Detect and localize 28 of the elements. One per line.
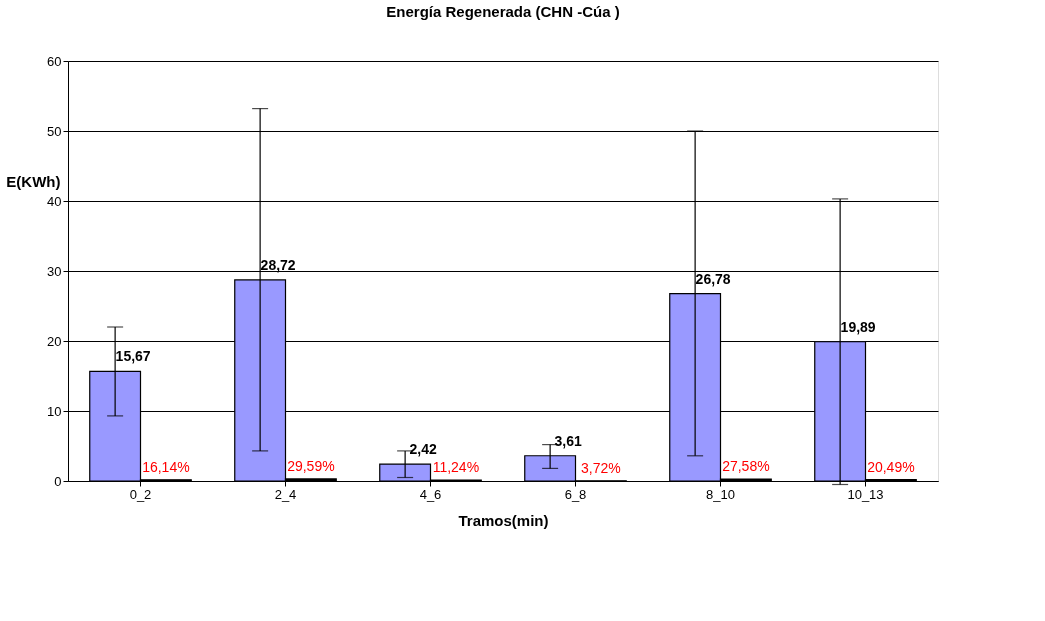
y-tick-label: 60 [47, 53, 62, 69]
y-axis-title: E(KWh) [6, 172, 61, 190]
data-label: 2,42 [409, 441, 437, 458]
data-label: 20,49% [867, 458, 915, 475]
data-label: 28,72 [260, 256, 296, 273]
data-label: 16,14% [142, 458, 190, 475]
x-tick-label: 8_10 [706, 486, 735, 502]
data-label: 11,24% [432, 459, 480, 476]
data-label: 26,78 [695, 270, 731, 287]
x-tick-label: 6_8 [564, 486, 587, 502]
data-label: 3,72% [581, 459, 621, 476]
data-label: 15,67 [115, 348, 151, 365]
data-label: 3,61 [554, 432, 582, 449]
y-tick-label: 50 [47, 123, 62, 139]
x-axis-title: Tramos(min) [458, 511, 549, 529]
data-label: 19,89 [840, 318, 876, 335]
y-tick-label: 30 [47, 263, 62, 279]
y-tick-label: 10 [47, 403, 62, 419]
data-label: 29,59% [287, 457, 335, 474]
x-tick-label: 0_2 [129, 486, 152, 502]
data-label: 27,58% [722, 458, 770, 475]
x-tick-label: 4_6 [419, 486, 442, 502]
y-tick-label: 20 [47, 333, 62, 349]
x-tick-label: 2_4 [274, 486, 297, 502]
y-tick-label: 0 [54, 473, 62, 489]
x-tick-label: 10_13 [847, 486, 884, 502]
y-tick-label: 40 [47, 193, 62, 209]
chart-title: Energía Regenerada (CHN -Cúa ) [386, 3, 620, 20]
